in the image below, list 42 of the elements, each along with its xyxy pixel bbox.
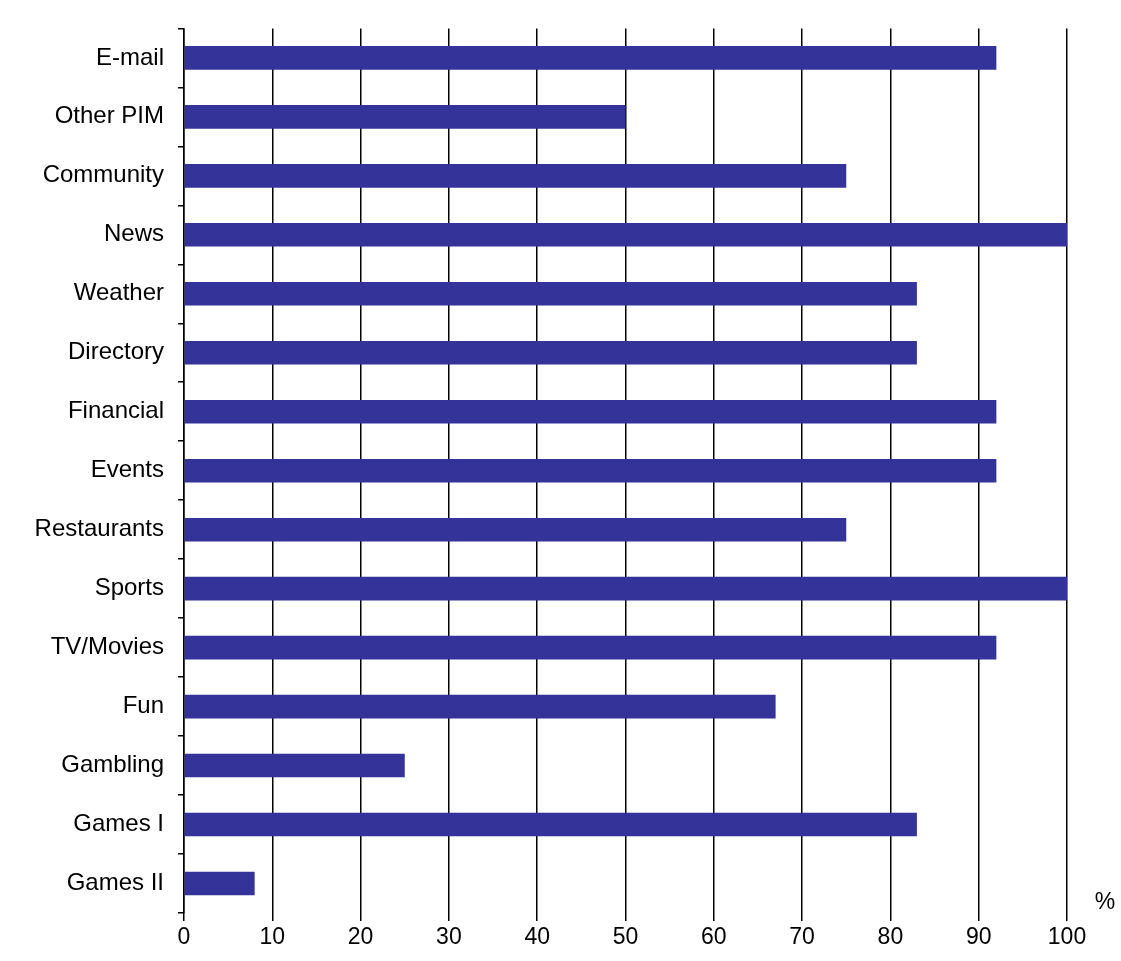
y-tick-label: Financial bbox=[67, 396, 164, 424]
y-tick-label: Directory bbox=[67, 337, 164, 365]
y-tick-label: Sports bbox=[94, 573, 164, 601]
bar bbox=[184, 871, 255, 896]
bar bbox=[184, 635, 997, 660]
x-axis-title: % bbox=[1094, 888, 1116, 914]
bar bbox=[184, 458, 997, 483]
x-tick-label: 20 bbox=[347, 923, 374, 950]
bar bbox=[184, 576, 1067, 601]
y-tick-label: Events bbox=[90, 455, 164, 483]
bar bbox=[184, 517, 847, 542]
bar bbox=[184, 812, 917, 837]
x-tick-label: 10 bbox=[259, 923, 286, 950]
x-tick-label: 80 bbox=[877, 923, 904, 950]
x-tick-label: 70 bbox=[789, 923, 815, 950]
x-tick-label: 100 bbox=[1047, 923, 1087, 950]
bar bbox=[184, 399, 997, 424]
bar bbox=[184, 223, 1067, 247]
y-tick-label: E-mail bbox=[95, 42, 164, 70]
bar bbox=[184, 281, 917, 306]
y-tick-label: Games II bbox=[66, 868, 164, 896]
bar bbox=[184, 164, 847, 188]
x-tick-label: 30 bbox=[436, 923, 462, 950]
y-tick-label: Fun bbox=[122, 691, 164, 719]
y-tick-label: Games I bbox=[73, 809, 164, 837]
y-tick-label: News bbox=[103, 219, 164, 247]
bar bbox=[184, 105, 626, 129]
x-tick-label: 0 bbox=[177, 923, 191, 950]
bar bbox=[184, 753, 405, 778]
y-tick-label: Weather bbox=[73, 278, 164, 306]
y-tick-label: Restaurants bbox=[34, 514, 164, 542]
x-tick-label: 40 bbox=[524, 923, 550, 950]
y-tick-label: TV/Movies bbox=[50, 632, 164, 660]
bar bbox=[184, 46, 997, 70]
bar bbox=[184, 340, 917, 365]
y-tick-label: Community bbox=[42, 160, 164, 188]
x-tick-label: 60 bbox=[701, 923, 727, 950]
y-tick-label: Other PIM bbox=[54, 101, 164, 129]
y-tick-label: Gambling bbox=[61, 750, 164, 778]
bar bbox=[184, 694, 776, 719]
x-tick-label: 50 bbox=[612, 923, 639, 950]
x-tick-label: 90 bbox=[965, 923, 992, 950]
